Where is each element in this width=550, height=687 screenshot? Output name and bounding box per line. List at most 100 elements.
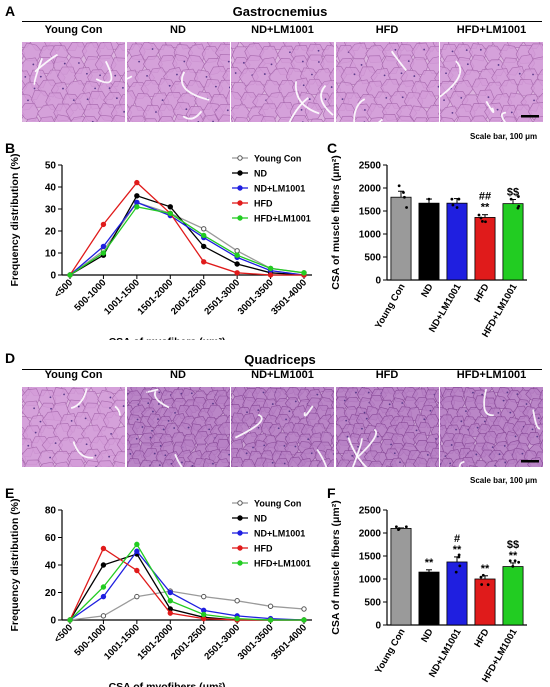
micrograph-hfd-lm1001 (440, 387, 543, 467)
individual-point (428, 209, 432, 213)
y-tick-label: 500 (364, 598, 381, 609)
data-point-hfd-lm1001 (167, 210, 173, 217)
series-line-hfd-lm1001 (69, 543, 304, 621)
individual-point (517, 560, 521, 564)
y-tick-label: 0 (375, 276, 381, 287)
y-tick-label: 1500 (359, 207, 382, 218)
data-point-nd-lm1001 (134, 199, 140, 206)
individual-point (511, 564, 515, 568)
legend-label-nd: ND (254, 514, 267, 524)
y-tick-label: 40 (45, 183, 57, 194)
significance-mark-hfd-lm1001: $$ (507, 187, 519, 199)
individual-point (429, 574, 433, 578)
y-tick-label: 10 (45, 249, 57, 260)
y-tick-label: 60 (45, 533, 57, 544)
individual-point (479, 575, 483, 579)
data-point-hfd (234, 270, 240, 276)
data-point-young-con (267, 603, 274, 609)
micrograph-nd (126, 42, 230, 122)
individual-point (402, 191, 405, 194)
data-point-nd-lm1001 (100, 243, 107, 250)
data-point-hfd-lm1001 (134, 204, 140, 210)
significance-mark-hfd-lm1001: ** (509, 550, 518, 562)
legend-label-nd: ND (254, 169, 267, 179)
data-point-hfd-lm1001 (201, 611, 207, 618)
micrograph-label-young-con: Young Con (44, 24, 103, 36)
y-tick-label: 2500 (359, 506, 382, 517)
quadriceps-title-rule (22, 369, 542, 370)
y-tick-label: 20 (45, 588, 57, 599)
individual-point (405, 206, 408, 209)
y-tick-label: 0 (50, 616, 56, 627)
legend-marker-nd (237, 170, 243, 176)
individual-point (394, 525, 398, 529)
panel-letter-f: F (327, 485, 336, 501)
micrograph-label-hfd: HFD (375, 24, 399, 36)
data-point-nd (100, 562, 107, 568)
y-tick-label: 2000 (359, 184, 382, 195)
significance-mark-nd-lm1001: ** (453, 544, 462, 556)
micrograph-label-nd-lm1001: ND+LM1001 (251, 369, 314, 381)
individual-point (457, 555, 461, 559)
individual-point (477, 213, 481, 217)
individual-point (458, 564, 462, 568)
scale-bar (521, 460, 539, 463)
data-point-hfd-lm1001 (67, 272, 73, 278)
legend-label-young-con: Young Con (254, 154, 301, 164)
y-tick-label: 1500 (359, 552, 382, 563)
micrograph-label-nd: ND (170, 369, 186, 381)
bar-young-con (390, 196, 412, 281)
data-point-hfd-lm1001 (201, 232, 207, 239)
data-point-hfd (100, 221, 107, 228)
individual-point (516, 206, 520, 210)
micrograph-nd-lm1001 (231, 42, 334, 122)
data-point-hfd-lm1001 (100, 250, 107, 256)
significance-mark-hfd: ** (481, 202, 490, 214)
x-tick-label-3501-4000: 3501-4000 (269, 622, 309, 662)
panel-letter-d: D (5, 350, 16, 366)
bar-nd-lm1001 (446, 202, 468, 281)
bar-young-con (390, 528, 412, 626)
x-tick-label-hfd: HFD (472, 282, 491, 305)
individual-point (451, 203, 455, 207)
data-point-hfd (201, 259, 207, 265)
bar-nd (418, 571, 440, 626)
data-point-young-con (201, 593, 207, 600)
y-tick-label: 80 (45, 506, 57, 517)
legend-marker-young-con (237, 155, 243, 161)
individual-point (403, 195, 406, 199)
y-tick-label: 20 (45, 227, 57, 238)
micrograph-label-hfd-lm1001: HFD+LM1001 (456, 24, 527, 36)
legend-label-hfd: HFD (254, 199, 273, 209)
micrograph-label-hfd: HFD (375, 369, 399, 381)
bar-hfd (474, 578, 496, 626)
y-tick-label: 1000 (359, 575, 382, 586)
legend-marker-young-con (237, 500, 243, 506)
frequency-distribution-chart-gastrocnemius: 01020304050<500500-10001001-15001501-200… (9, 153, 312, 340)
data-point-hfd-lm1001 (67, 617, 73, 623)
individual-point (509, 197, 513, 201)
individual-point (479, 216, 483, 220)
individual-point (486, 583, 490, 587)
individual-point (457, 553, 461, 557)
data-point-hfd-lm1001 (134, 541, 140, 548)
bar-hfd (474, 217, 496, 281)
data-point-hfd-lm1001 (301, 270, 307, 276)
y-tick-label: 2500 (359, 161, 382, 172)
data-point-nd-lm1001 (134, 548, 140, 554)
micrograph-nd-lm1001 (231, 387, 334, 467)
data-point-hfd-lm1001 (267, 265, 274, 272)
y-tick-label: 30 (45, 205, 57, 216)
data-point-hfd-lm1001 (234, 252, 240, 258)
panel-letter-c: C (327, 140, 338, 156)
data-point-hfd (134, 179, 140, 186)
panel-letter-b: B (5, 140, 16, 156)
micrograph-label-hfd-lm1001: HFD+LM1001 (456, 369, 527, 381)
series-line-young-con (69, 590, 305, 621)
data-point-hfd (134, 567, 140, 574)
legend-marker-nd (237, 515, 243, 521)
legend-marker-hfd (237, 545, 243, 551)
scale-bar (521, 115, 539, 118)
individual-point (427, 197, 431, 201)
legend-marker-hfd-lm1001 (237, 560, 243, 566)
